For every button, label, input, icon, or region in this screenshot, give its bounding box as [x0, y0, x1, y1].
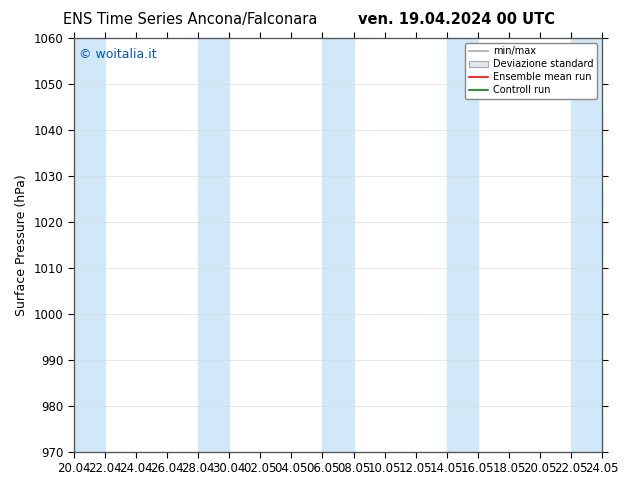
- Bar: [198, 38, 229, 452]
- Bar: [323, 38, 354, 452]
- Bar: [571, 38, 602, 452]
- Bar: [447, 38, 478, 452]
- Bar: [74, 38, 105, 452]
- Text: ENS Time Series Ancona/Falconara: ENS Time Series Ancona/Falconara: [63, 12, 318, 27]
- Legend: min/max, Deviazione standard, Ensemble mean run, Controll run: min/max, Deviazione standard, Ensemble m…: [465, 43, 597, 99]
- Y-axis label: Surface Pressure (hPa): Surface Pressure (hPa): [15, 174, 28, 316]
- Text: ven. 19.04.2024 00 UTC: ven. 19.04.2024 00 UTC: [358, 12, 555, 27]
- Text: © woitalia.it: © woitalia.it: [79, 48, 157, 61]
